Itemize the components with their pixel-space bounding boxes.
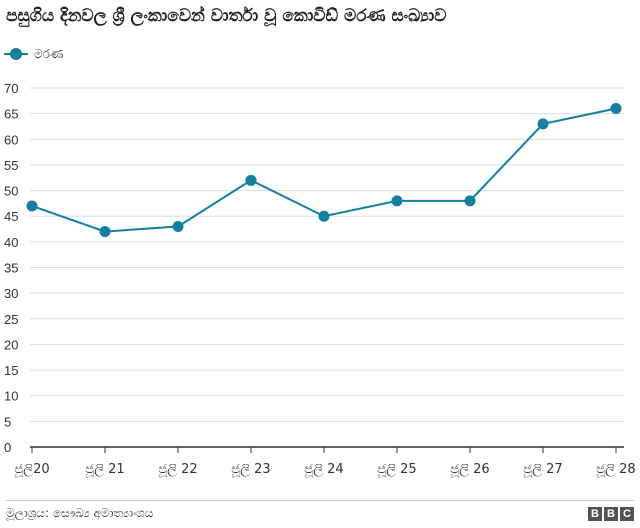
y-tick-label: 25 bbox=[4, 312, 18, 327]
data-point bbox=[464, 195, 476, 207]
x-tick-label: ජූලි 22 bbox=[158, 462, 198, 477]
x-tick-label: ජූලි 25 bbox=[377, 462, 417, 477]
data-point bbox=[318, 210, 330, 222]
footer-divider bbox=[6, 500, 634, 501]
data-point bbox=[245, 174, 257, 186]
y-tick-label: 45 bbox=[4, 209, 18, 224]
chart-title: පසුගිය දිනවල ශ්‍රී ලංකාවෙන් වාර්තා වූ කො… bbox=[6, 6, 447, 26]
y-tick-label: 5 bbox=[4, 414, 11, 429]
y-tick-label: 70 bbox=[4, 81, 18, 96]
legend-label: මරණ bbox=[34, 46, 64, 61]
y-tick-label: 30 bbox=[4, 286, 18, 301]
y-tick-label: 15 bbox=[4, 363, 18, 378]
legend-marker bbox=[4, 47, 28, 61]
data-point bbox=[391, 195, 403, 207]
legend: මරණ bbox=[4, 44, 63, 64]
y-tick-label: 50 bbox=[4, 184, 18, 199]
logo-letter: B bbox=[588, 507, 602, 521]
data-point bbox=[99, 226, 111, 238]
y-tick-label: 10 bbox=[4, 389, 18, 404]
line-chart: 0 5 10 15 20 25 30 35 40 45 50 55 60 65 70 ජූලි20 ජූලි 2… bbox=[4, 81, 636, 477]
y-tick-label: 20 bbox=[4, 337, 18, 352]
bbc-logo: B B C bbox=[588, 507, 634, 521]
data-point bbox=[537, 118, 549, 130]
y-tick-label: 35 bbox=[4, 261, 18, 276]
data-point bbox=[172, 220, 184, 232]
x-tick-label: ජූලි 23 bbox=[231, 462, 271, 477]
x-tick-label: ජූලි 24 bbox=[304, 462, 344, 477]
x-tick-label: ජූලි 21 bbox=[85, 462, 125, 477]
y-tick-label: 0 bbox=[4, 440, 11, 455]
data-point bbox=[26, 200, 38, 212]
data-point bbox=[610, 103, 622, 115]
y-tick-label: 60 bbox=[4, 132, 18, 147]
logo-letter: B bbox=[604, 507, 618, 521]
logo-letter: C bbox=[620, 507, 634, 521]
y-tick-label: 55 bbox=[4, 158, 18, 173]
x-tick-label: ජූලි 27 bbox=[523, 462, 563, 477]
x-tick-label: ජූලි 28 bbox=[596, 462, 636, 477]
y-tick-label: 40 bbox=[4, 235, 18, 250]
source-note: මූලාශ්‍රය: සෞඛ්‍ය අමාත්‍යාංශය bbox=[6, 506, 154, 520]
x-tick-label: ජූලි20 bbox=[14, 462, 49, 477]
x-tick-label: ජූලි 26 bbox=[450, 462, 490, 477]
y-tick-label: 65 bbox=[4, 107, 18, 122]
